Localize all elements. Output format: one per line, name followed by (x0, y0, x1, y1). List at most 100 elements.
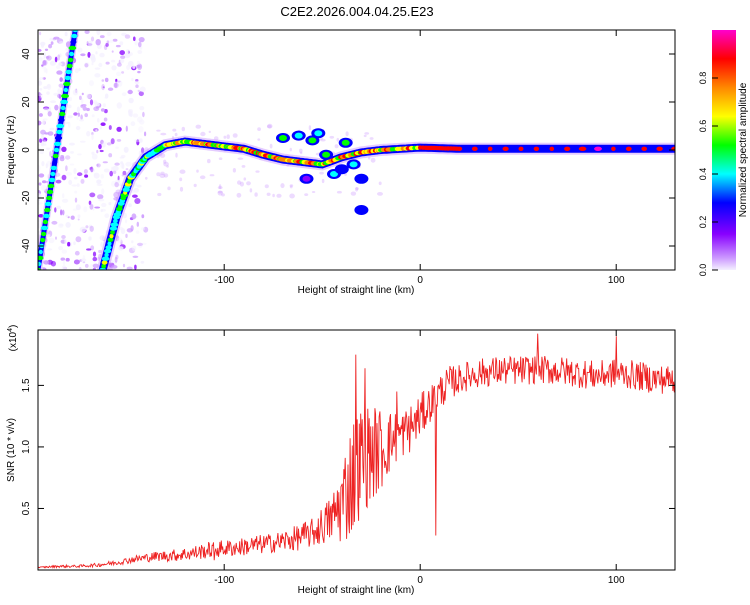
speckle-mark (122, 170, 127, 176)
speckle-mark (100, 241, 103, 248)
blob-marks (276, 128, 369, 215)
trace-point (578, 146, 587, 151)
x-tick-label: 100 (608, 275, 625, 286)
speckle-mark (128, 113, 132, 117)
speckle-mark (239, 181, 244, 187)
speckle-mark (125, 125, 128, 132)
speckle-mark (118, 80, 123, 87)
snr-scale-suffix: ) (8, 325, 19, 328)
speckle-mark (41, 134, 44, 140)
trace-point (42, 213, 50, 219)
speckle-mark (46, 147, 51, 150)
speckle-mark (106, 31, 112, 37)
speckle-mark (181, 126, 185, 132)
speckle-mark (77, 153, 82, 156)
speckle-mark (226, 134, 230, 139)
speckle-mark (47, 234, 51, 238)
trace-point (104, 248, 112, 254)
snr-frame (37, 329, 676, 571)
speckle-mark (135, 79, 139, 82)
speckle-mark (100, 122, 106, 126)
colorbar-tick-label: 0.4 (698, 168, 708, 181)
speckle-mark (364, 132, 370, 135)
speckle-mark (125, 219, 128, 224)
speckle-mark (128, 97, 134, 104)
speckle-mark (321, 178, 325, 184)
trace-point (50, 171, 56, 177)
speckle-mark (132, 113, 139, 118)
speckle-mark (159, 173, 166, 178)
speckle-mark (78, 266, 82, 270)
speckle-mark (174, 132, 178, 137)
x-tick-label: -100 (214, 575, 234, 586)
speckle-mark (217, 190, 223, 194)
trace-point (641, 146, 647, 151)
trace-point (53, 141, 62, 147)
speckle-mark (42, 119, 45, 125)
trace-point (594, 146, 602, 151)
snr-xlabel: Height of straight line (km) (298, 585, 415, 596)
speckle-mark (117, 62, 122, 67)
speckle-mark (75, 236, 82, 243)
speckle-mark (56, 205, 62, 210)
blob-core (294, 132, 303, 139)
speckle-mark (122, 263, 126, 268)
speckle-mark (56, 65, 61, 70)
speckle-mark (104, 93, 109, 99)
speckle-mark (160, 171, 165, 175)
snr-scale-label: (x104) (7, 325, 19, 352)
speckle-mark (139, 119, 145, 125)
speckle-mark (49, 37, 55, 41)
trace-point (63, 81, 71, 87)
speckle-mark (106, 142, 112, 146)
blob-core (302, 175, 311, 182)
speckle-mark (39, 93, 43, 99)
speckle-mark (232, 168, 236, 173)
speckle-mark (280, 183, 285, 189)
speckle-mark (96, 149, 99, 154)
speckle-mark (142, 111, 145, 118)
speckle-mark (308, 125, 312, 131)
trace-point (471, 146, 478, 151)
speckle-mark (58, 62, 63, 66)
speckle-mark (289, 193, 295, 199)
speckle-mark (241, 165, 246, 168)
snr-series-line (38, 333, 675, 569)
speckle-mark (92, 256, 98, 262)
trace-point (46, 189, 54, 195)
speckle-mark (95, 129, 98, 132)
speckle-mark (145, 176, 148, 180)
speckle-mark (42, 77, 46, 80)
trace-point (44, 207, 51, 213)
speckle-mark (99, 235, 106, 241)
speckle-mark (46, 91, 50, 95)
speckle-mark (98, 62, 103, 68)
speckle-mark (79, 119, 84, 122)
speckle-mark (40, 41, 46, 46)
speckle-mark (143, 226, 149, 233)
speckle-mark (196, 169, 199, 173)
speckle-mark (110, 138, 115, 145)
speckle-mark (98, 198, 105, 202)
speckle-mark (95, 39, 101, 46)
speckle-mark (68, 179, 73, 185)
speckle-mark (232, 133, 238, 138)
speckle-mark (44, 48, 49, 51)
speckle-mark (38, 198, 41, 202)
speckle-mark (98, 143, 102, 150)
y-tick-label: 40 (21, 48, 32, 60)
speckle-mark (137, 89, 140, 92)
speckle-mark (51, 220, 58, 225)
speckle-mark (85, 225, 89, 229)
snr-panel: -100 0 100 0.5 1.0 1.5 Height of straight lin… (6, 325, 676, 596)
speckle-mark (117, 179, 121, 183)
speckle-mark (69, 142, 75, 146)
speckle-mark (218, 157, 223, 160)
trace-point (68, 45, 77, 51)
snr-scale-base: (x10 (8, 331, 19, 351)
trace-point (40, 231, 47, 237)
speckle-mark (61, 249, 67, 254)
speckle-mark (179, 186, 184, 192)
trace-point (101, 256, 110, 261)
speckle-mark (43, 66, 47, 73)
